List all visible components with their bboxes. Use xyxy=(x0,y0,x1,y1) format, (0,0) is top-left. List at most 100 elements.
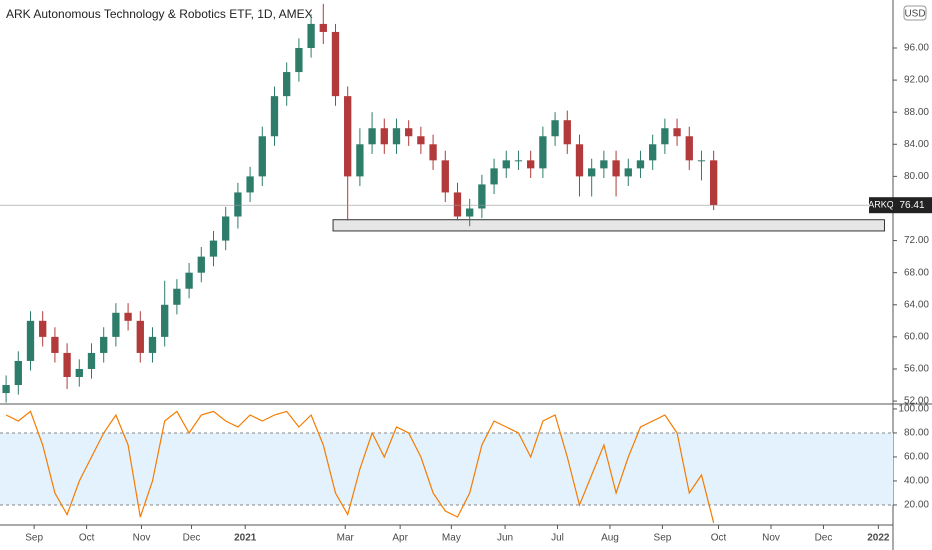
candle-body xyxy=(356,144,364,177)
candle-body xyxy=(209,240,218,257)
y-tick-label: 80.00 xyxy=(904,171,929,182)
candle-body xyxy=(112,312,120,337)
y-tick-label: 20.00 xyxy=(904,500,929,511)
candle-body xyxy=(697,160,706,162)
candle-body xyxy=(490,168,498,185)
candle-body xyxy=(405,128,413,137)
candle-body xyxy=(307,23,315,48)
last-price-badge xyxy=(893,197,932,214)
chart-title: ARK Autonomous Technology & Robotics ETF… xyxy=(6,7,313,21)
candle-body xyxy=(392,128,401,145)
x-tick-label: Jul xyxy=(551,533,564,544)
candle-body xyxy=(75,368,83,377)
candle-body xyxy=(258,136,266,177)
band-fill xyxy=(0,432,893,505)
candle-body xyxy=(417,136,425,145)
y-tick-label: 96.00 xyxy=(904,43,929,54)
x-tick-label: Dec xyxy=(183,533,201,544)
candle-body xyxy=(563,120,571,145)
x-tick-label: 2021 xyxy=(234,533,257,544)
x-tick-label: Oct xyxy=(711,533,727,544)
candle-body xyxy=(636,160,645,169)
candle-body xyxy=(673,128,681,137)
candle-body xyxy=(270,96,279,137)
candle-body xyxy=(246,176,254,193)
symbol-badge xyxy=(869,197,893,214)
symbol-label: ARKQ xyxy=(868,200,894,210)
candle-body xyxy=(649,144,657,161)
y-tick-label: 64.00 xyxy=(904,299,929,310)
y-tick-label: 80.00 xyxy=(904,428,929,439)
candle-body xyxy=(331,31,340,97)
y-tick-label: 60.00 xyxy=(904,452,929,463)
currency-badge xyxy=(903,5,927,21)
candle-body xyxy=(26,320,35,361)
candle-body xyxy=(539,136,547,169)
x-tick-label: Sep xyxy=(25,533,43,544)
candle-body xyxy=(185,272,193,289)
candle-body xyxy=(368,128,376,145)
x-tick-label: Nov xyxy=(133,533,151,544)
candle-body xyxy=(2,385,10,394)
candle-body xyxy=(197,256,205,273)
x-tick-label: Nov xyxy=(762,533,780,544)
x-tick-label: Dec xyxy=(815,533,833,544)
candle-body xyxy=(234,192,242,217)
candle-body xyxy=(380,128,388,145)
y-tick-label: 40.00 xyxy=(904,476,929,487)
x-tick-label: May xyxy=(442,533,461,544)
last-price-label: 76.41 xyxy=(899,200,924,211)
candle-body xyxy=(441,160,449,193)
x-tick-label: 2022 xyxy=(867,533,890,544)
candle-body xyxy=(319,23,327,32)
y-tick-label: 52.00 xyxy=(904,396,929,407)
candle-body xyxy=(222,216,230,241)
y-tick-label: 92.00 xyxy=(904,75,929,86)
currency: USD xyxy=(904,9,925,20)
candle-body xyxy=(588,168,596,177)
candle-body xyxy=(612,160,620,177)
oscillator-line xyxy=(5,410,715,524)
candle-body xyxy=(173,288,181,305)
support-zone xyxy=(332,219,885,232)
candle-body xyxy=(51,336,59,353)
y-tick-label: 88.00 xyxy=(904,107,929,118)
x-tick-label: Oct xyxy=(79,533,95,544)
candle-body xyxy=(295,47,303,73)
candle-body xyxy=(124,312,132,321)
candle-body xyxy=(283,72,291,97)
candle-body xyxy=(429,144,437,161)
y-tick-label: 72.00 xyxy=(904,235,929,246)
candle-body xyxy=(710,160,718,206)
candle-body xyxy=(344,96,352,177)
candle-body xyxy=(161,304,169,337)
candle-body xyxy=(466,208,474,217)
x-tick-label: Mar xyxy=(337,533,355,544)
x-tick-label: Apr xyxy=(392,533,408,544)
x-tick-label: Sep xyxy=(654,533,672,544)
candle-body xyxy=(148,336,157,353)
candle-body xyxy=(502,160,510,169)
y-tick-label: 68.00 xyxy=(904,267,929,278)
candle-body xyxy=(478,184,486,209)
candle-body xyxy=(14,360,22,386)
y-tick-label: 84.00 xyxy=(904,139,929,150)
y-tick-label: 100.00 xyxy=(898,404,929,415)
y-tick-label: 60.00 xyxy=(904,332,929,343)
candle-body xyxy=(661,128,669,145)
candle-body xyxy=(624,168,632,177)
candle-body xyxy=(685,136,693,161)
candle-body xyxy=(453,192,462,217)
candle-body xyxy=(87,352,96,369)
candle-body xyxy=(527,160,535,169)
candle-body xyxy=(136,320,144,353)
candle-body xyxy=(551,120,559,137)
candle-body xyxy=(575,144,584,177)
y-tick-label: 56.00 xyxy=(904,364,929,375)
candle-body xyxy=(514,160,523,162)
x-tick-label: Jun xyxy=(497,533,513,544)
candle-body xyxy=(100,336,108,353)
x-tick-label: Aug xyxy=(601,533,619,544)
candle-body xyxy=(63,352,71,377)
